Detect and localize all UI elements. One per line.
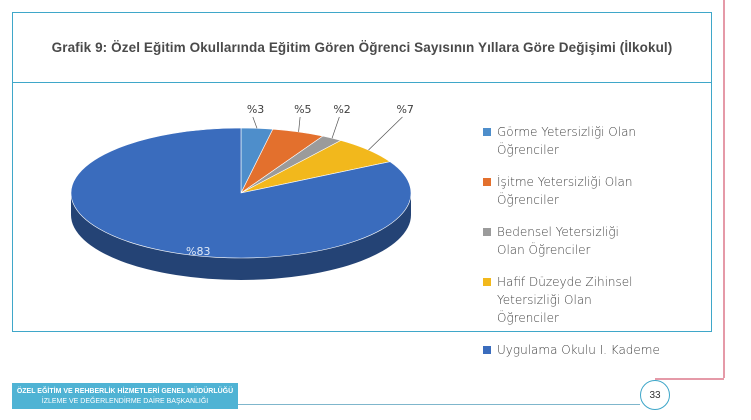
- pie-labels: %3 %5 %2 %7 %83: [186, 103, 414, 258]
- footer-divider: [238, 404, 640, 405]
- legend-swatch: [483, 128, 491, 136]
- slice-label-zihinsel: %7: [396, 103, 413, 116]
- legend-item: Hafif Düzeyde Zihinsel Yetersizliği Olan…: [483, 273, 713, 327]
- leader-line-bedensel: [331, 116, 340, 139]
- footer-line-1: ÖZEL EĞİTİM VE REHBERLİK HİZMETLERİ GENE…: [16, 388, 234, 395]
- chart-title-bar: Grafik 9: Özel Eğitim Okullarında Eğitim…: [13, 13, 711, 83]
- pie-group: [70, 127, 412, 280]
- legend-swatch: [483, 178, 491, 186]
- legend-item: İşitme Yetersizliği Olan Öğrenciler: [483, 173, 713, 209]
- page-number: 33: [649, 389, 661, 401]
- slice-label-isitme: %5: [294, 103, 311, 116]
- footer-line-2: İZLEME VE DEĞERLENDİRME DAİRE BAŞKANLIĞI: [41, 398, 209, 405]
- legend-swatch: [483, 346, 491, 354]
- legend-item: Bedensel Yetersizliği Olan Öğrenciler: [483, 223, 713, 259]
- chart-title: Grafik 9: Özel Eğitim Okullarında Eğitim…: [51, 40, 673, 55]
- legend-label: Görme Yetersizliği Olan Öğrenciler: [497, 125, 637, 157]
- leader-line-zihinsel: [368, 116, 403, 151]
- slice-label-gorme: %3: [247, 103, 264, 116]
- decorative-margin-line-bottom: [655, 378, 724, 380]
- chart-legend: Görme Yetersizliği Olan Öğrenciler İşitm…: [483, 123, 713, 373]
- legend-label: Bedensel Yetersizliği Olan Öğrenciler: [497, 225, 619, 257]
- decorative-margin-line: [723, 0, 725, 378]
- legend-label: Uygulama Okulu I. Kademe: [497, 343, 660, 357]
- legend-label: İşitme Yetersizliği Olan Öğrenciler: [497, 175, 633, 207]
- slice-label-uygulama: %83: [186, 245, 210, 258]
- page-number-badge: 33: [640, 380, 670, 410]
- slice-label-bedensel: %2: [333, 103, 350, 116]
- leader-lines: [252, 116, 403, 151]
- legend-item: Uygulama Okulu I. Kademe: [483, 341, 713, 359]
- legend-label: Hafif Düzeyde Zihinsel Yetersizliği Olan…: [497, 275, 633, 325]
- legend-swatch: [483, 278, 491, 286]
- leader-line-gorme: [252, 116, 258, 129]
- pie-chart: %3 %5 %2 %7 %83: [70, 103, 414, 280]
- slice-side-uygulama: [71, 193, 411, 280]
- footer-institution-box: ÖZEL EĞİTİM VE REHBERLİK HİZMETLERİ GENE…: [12, 383, 238, 409]
- slice-uygulama: [70, 127, 412, 259]
- leader-line-isitme: [298, 116, 301, 132]
- legend-item: Görme Yetersizliği Olan Öğrenciler: [483, 123, 713, 159]
- legend-swatch: [483, 228, 491, 236]
- chart-frame: Grafik 9: Özel Eğitim Okullarında Eğitim…: [12, 12, 712, 357]
